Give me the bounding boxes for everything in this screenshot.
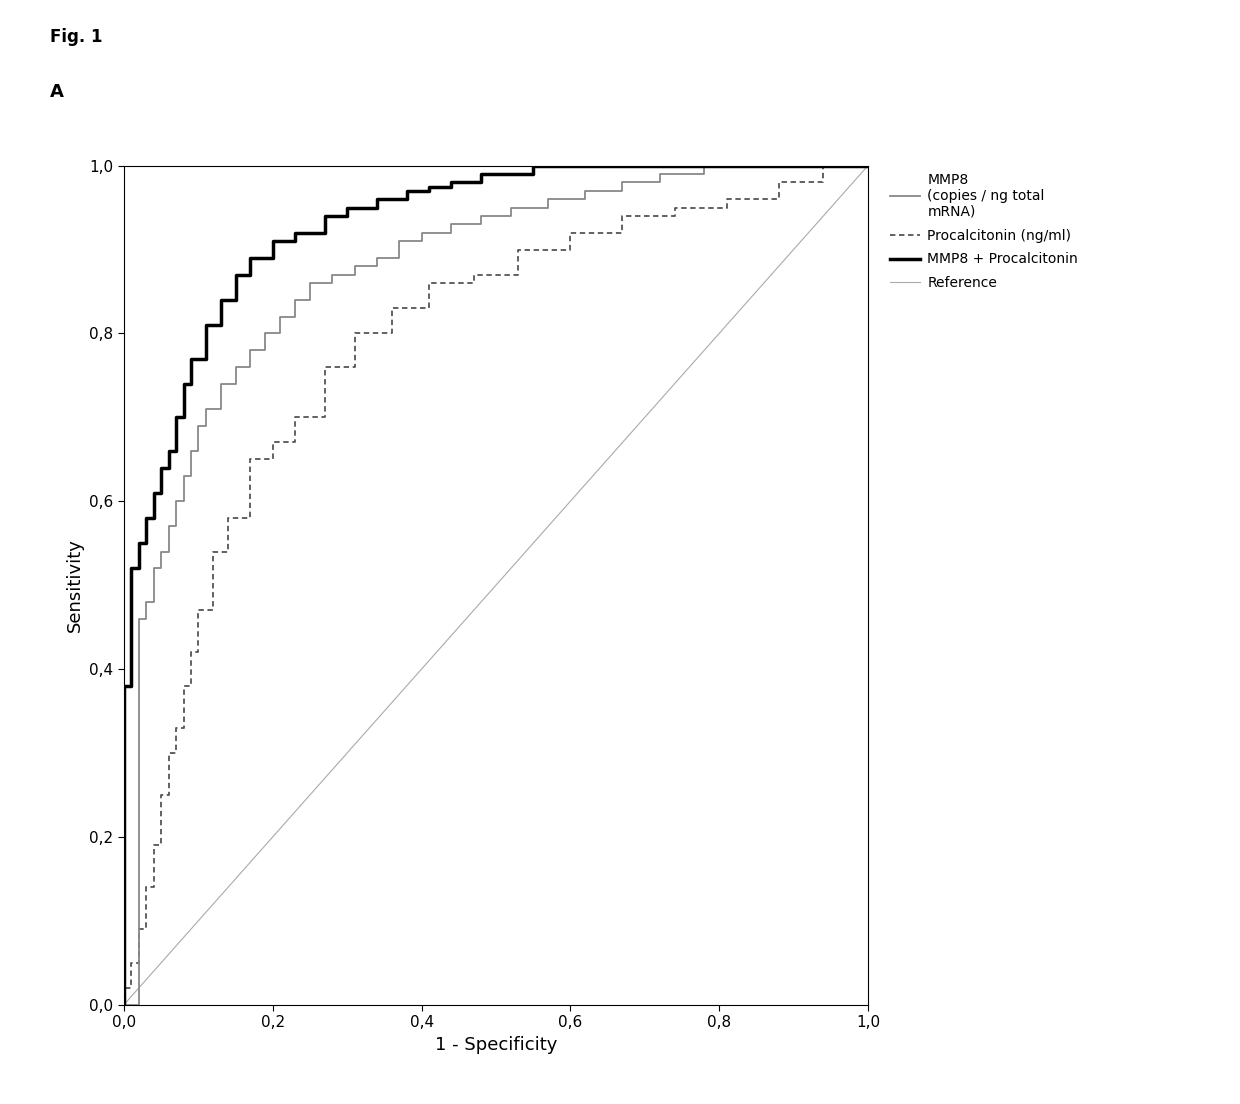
Y-axis label: Sensitivity: Sensitivity [66,538,84,633]
Text: A: A [50,83,63,100]
Legend: MMP8
(copies / ng total
mRNA), Procalcitonin (ng/ml), MMP8 + Procalcitonin, Refe: MMP8 (copies / ng total mRNA), Procalcit… [890,172,1078,290]
X-axis label: 1 - Specificity: 1 - Specificity [435,1036,557,1053]
Text: Fig. 1: Fig. 1 [50,28,102,45]
